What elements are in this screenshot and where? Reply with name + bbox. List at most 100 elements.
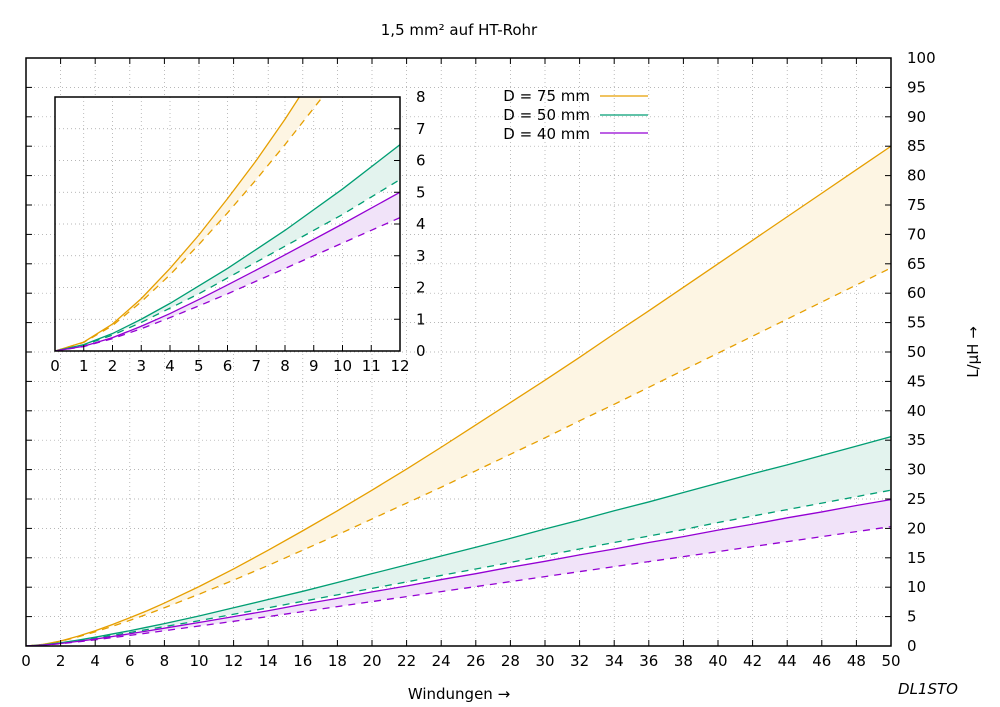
y-tick-label: 8: [416, 88, 426, 106]
legend: D = 75 mm D = 50 mm D = 40 mm: [503, 87, 648, 143]
band-fill-series-0: [55, 97, 323, 351]
y-tick-label: 35: [907, 431, 926, 449]
x-tick-label: 46: [812, 652, 831, 670]
y-tick-label: 30: [907, 461, 926, 479]
y-tick-label: 95: [907, 78, 926, 96]
y-tick-label: 3: [416, 247, 426, 265]
x-tick-label: 8: [160, 652, 170, 670]
y-tick-label: 0: [907, 637, 917, 655]
inset-x-tick-labels: 0 1 2 3 4 5 6 7 8 9 10 11 12: [50, 357, 409, 375]
x-tick-label: 5: [194, 357, 204, 375]
upper-line-series-1: [26, 436, 891, 646]
upper-line-series-1: [55, 143, 400, 351]
y-tick-label: 1: [416, 310, 426, 328]
x-tick-label: 12: [224, 652, 243, 670]
y-tick-label: 60: [907, 284, 926, 302]
y-tick-label: 6: [416, 152, 426, 170]
legend-entry-50mm: D = 50 mm: [503, 106, 648, 124]
y-tick-label: 45: [907, 372, 926, 390]
legend-entry-75mm: D = 75 mm: [503, 87, 648, 105]
y-tick-label: 5: [907, 608, 917, 626]
x-tick-labels: 0 2 4 6 8 10 12 14 16 18 20 22 24 26 28 30 32 34 36 38 40 42 4…: [21, 652, 900, 670]
y-tick-label: 40: [907, 402, 926, 420]
x-tick-label: 32: [570, 652, 589, 670]
y-tick-label: 70: [907, 225, 926, 243]
x-tick-label: 4: [90, 652, 100, 670]
upper-line-series-0: [26, 145, 891, 646]
main-series-lines: [26, 145, 891, 646]
x-tick-label: 7: [251, 357, 261, 375]
legend-label: D = 50 mm: [503, 106, 590, 124]
legend-label: D = 40 mm: [503, 125, 590, 143]
x-tick-label: 1: [79, 357, 89, 375]
x-tick-label: 40: [708, 652, 727, 670]
y-tick-label: 65: [907, 255, 926, 273]
lower-line-series-0: [55, 97, 324, 351]
main-axis-ticks: [25, 57, 892, 647]
x-tick-label: 8: [280, 357, 290, 375]
y-tick-label: 100: [907, 49, 936, 67]
y-tick-label: 2: [416, 279, 426, 297]
x-tick-label: 14: [259, 652, 278, 670]
x-tick-label: 44: [778, 652, 797, 670]
y-tick-label: 50: [907, 343, 926, 361]
x-tick-label: 10: [333, 357, 352, 375]
x-tick-label: 6: [125, 652, 135, 670]
y-tick-label: 7: [416, 120, 426, 138]
y-tick-label: 25: [907, 490, 926, 508]
x-tick-label: 26: [466, 652, 485, 670]
signature-label: DL1STO: [898, 680, 958, 698]
lower-line-series-1: [26, 489, 891, 646]
x-tick-label: 42: [743, 652, 762, 670]
x-tick-label: 3: [136, 357, 146, 375]
y-tick-label: 90: [907, 108, 926, 126]
inset-series-lines: [55, 97, 400, 351]
y-tick-label: 10: [907, 578, 926, 596]
x-tick-label: 4: [165, 357, 175, 375]
x-tick-label: 30: [535, 652, 554, 670]
lower-line-series-2: [26, 525, 891, 646]
x-tick-label: 6: [223, 357, 233, 375]
y-tick-label: 75: [907, 196, 926, 214]
chart-title: 1,5 mm² auf HT-Rohr: [381, 21, 538, 39]
upper-line-series-0: [55, 97, 301, 351]
x-tick-label: 18: [328, 652, 347, 670]
x-tick-label: 2: [108, 357, 118, 375]
y-tick-label: 55: [907, 314, 926, 332]
y-tick-labels: 0 5 10 15 20 25 30 35 40 45 50 55 60 65 70 75 80 85 90 95 10…: [907, 49, 936, 655]
y-tick-label: 5: [416, 183, 426, 201]
x-tick-label: 48: [847, 652, 866, 670]
x-tick-label: 11: [362, 357, 381, 375]
inset-axis-ticks: [54, 96, 401, 352]
x-tick-label: 34: [605, 652, 624, 670]
upper-line-series-2: [26, 498, 891, 646]
x-tick-label: 24: [432, 652, 451, 670]
upper-line-series-2: [55, 191, 400, 351]
band-fill-series-2: [26, 499, 891, 646]
x-tick-label: 2: [56, 652, 66, 670]
y-tick-label: 0: [416, 342, 426, 360]
x-tick-label: 10: [189, 652, 208, 670]
legend-label: D = 75 mm: [503, 87, 590, 105]
x-axis-label: Windungen →: [408, 685, 510, 703]
x-tick-label: 20: [362, 652, 381, 670]
x-tick-label: 0: [50, 357, 60, 375]
x-tick-label: 38: [674, 652, 693, 670]
x-tick-label: 50: [881, 652, 900, 670]
y-axis-label: L/µH →: [964, 326, 982, 378]
lower-line-series-2: [55, 216, 400, 351]
lower-line-series-0: [26, 267, 891, 646]
inset-band-fills: [55, 97, 400, 351]
y-tick-label: 80: [907, 167, 926, 185]
x-tick-label: 9: [309, 357, 319, 375]
y-tick-label: 4: [416, 215, 426, 233]
x-tick-label: 36: [639, 652, 658, 670]
y-tick-label: 15: [907, 549, 926, 567]
x-tick-label: 28: [501, 652, 520, 670]
x-tick-label: 16: [293, 652, 312, 670]
x-tick-label: 12: [390, 357, 409, 375]
x-tick-label: 0: [21, 652, 31, 670]
y-tick-label: 20: [907, 519, 926, 537]
